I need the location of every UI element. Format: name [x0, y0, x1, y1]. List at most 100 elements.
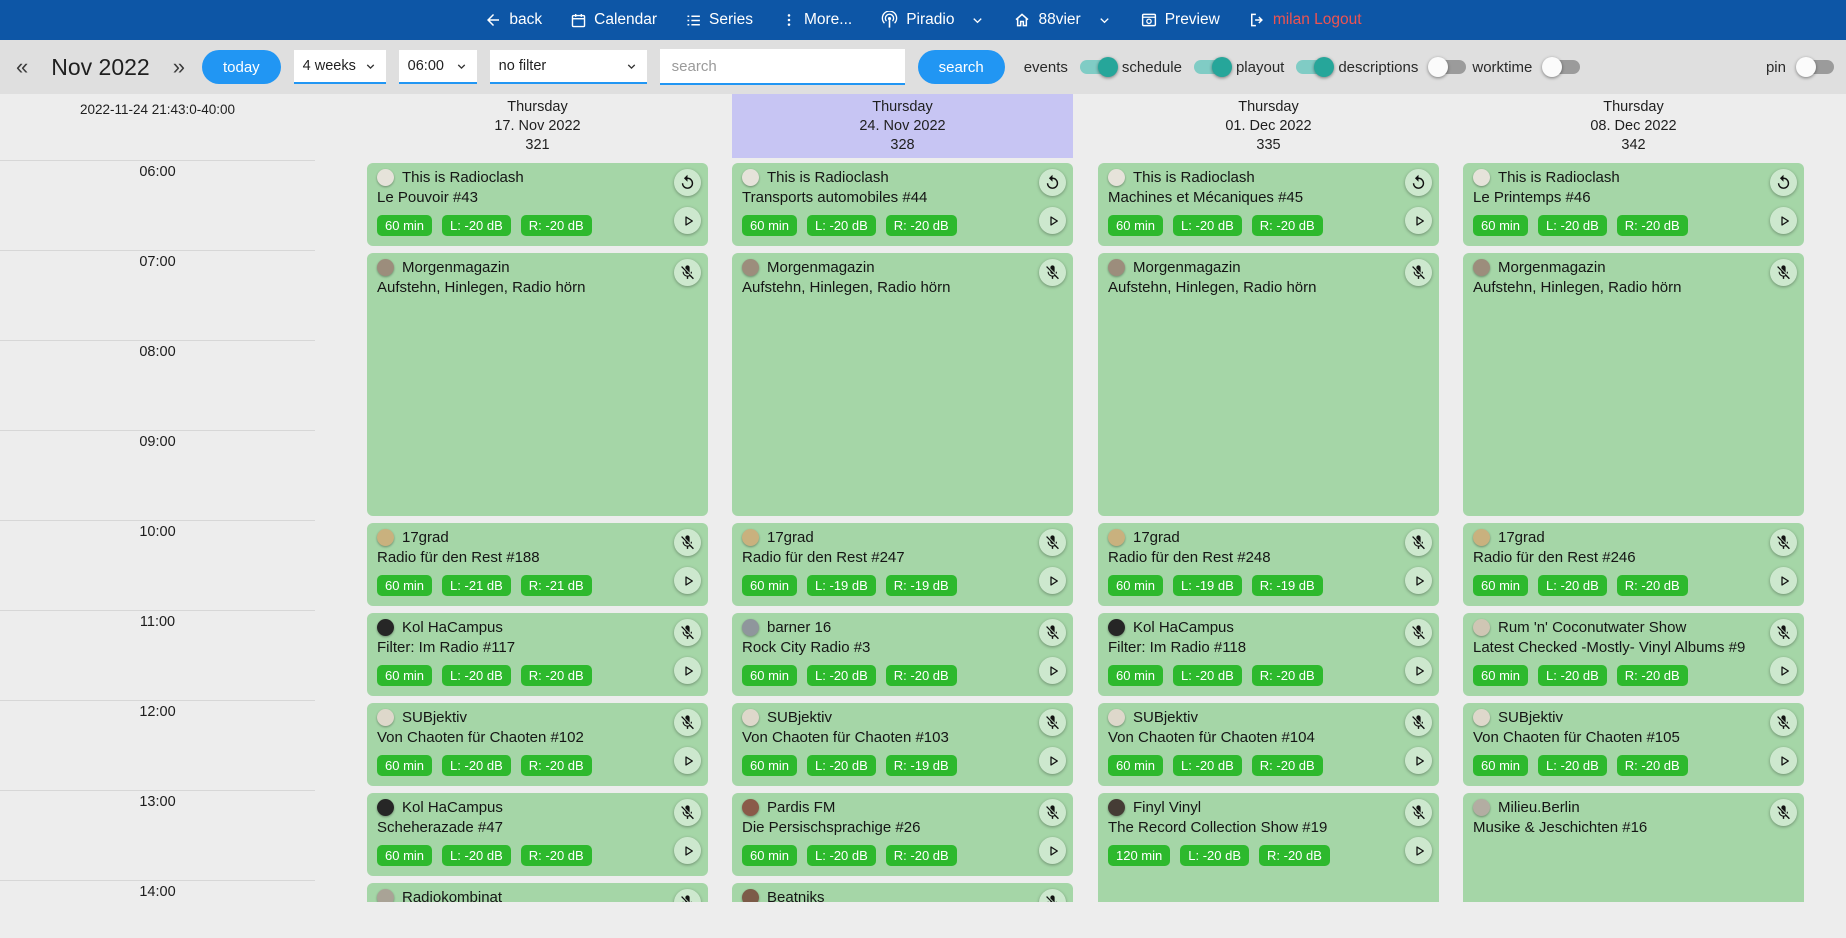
- event-card[interactable]: Beatniks: [732, 883, 1073, 902]
- play-button[interactable]: [1039, 657, 1066, 684]
- mic-off-button[interactable]: [1039, 259, 1066, 286]
- mic-off-button[interactable]: [1770, 529, 1797, 556]
- replay-button[interactable]: [1039, 169, 1066, 196]
- prev-period-button[interactable]: «: [16, 54, 29, 79]
- event-card[interactable]: barner 16 Rock City Radio #3 60 min L: -20 …: [732, 613, 1073, 696]
- play-button[interactable]: [674, 567, 701, 594]
- event-card[interactable]: Morgenmagazin Aufstehn, Hinlegen, Radio h…: [1098, 253, 1439, 516]
- start-time-select[interactable]: 06:00: [398, 50, 477, 84]
- filter-select[interactable]: no filter: [489, 50, 647, 84]
- event-card[interactable]: SUBjektiv Von Chaoten für Chaoten #102 60 …: [367, 703, 708, 786]
- nav-piradio[interactable]: Piradio: [880, 10, 954, 30]
- search-button[interactable]: search: [917, 50, 1005, 84]
- play-button[interactable]: [674, 657, 701, 684]
- event-card[interactable]: 17grad Radio für den Rest #188 60 min L: -2…: [367, 523, 708, 606]
- mic-off-button[interactable]: [1405, 529, 1432, 556]
- mic-off-button[interactable]: [1039, 799, 1066, 826]
- toggle-playout[interactable]: [1296, 57, 1335, 77]
- mic-off-button[interactable]: [1405, 619, 1432, 646]
- toggle-events[interactable]: [1079, 57, 1118, 77]
- today-button[interactable]: today: [201, 50, 281, 84]
- replay-button[interactable]: [674, 169, 701, 196]
- chevron-down-icon[interactable]: [970, 13, 985, 28]
- event-card[interactable]: SUBjektiv Von Chaoten für Chaoten #104 60 …: [1098, 703, 1439, 786]
- event-card[interactable]: 17grad Radio für den Rest #248 60 min L: -1…: [1098, 523, 1439, 606]
- event-card[interactable]: 17grad Radio für den Rest #247 60 min L: -1…: [732, 523, 1073, 606]
- event-card[interactable]: Morgenmagazin Aufstehn, Hinlegen, Radio h…: [1463, 253, 1804, 516]
- event-card[interactable]: Kol HaCampus Scheherazade #47 60 min L: -20…: [367, 793, 708, 876]
- replay-button[interactable]: [1405, 169, 1432, 196]
- replay-button[interactable]: [1770, 169, 1797, 196]
- play-button[interactable]: [674, 207, 701, 234]
- mic-off-button[interactable]: [674, 709, 701, 736]
- mic-off-button[interactable]: [1770, 619, 1797, 646]
- play-button[interactable]: [1039, 207, 1066, 234]
- mic-off-button[interactable]: [1405, 709, 1432, 736]
- back-button[interactable]: back: [484, 11, 542, 29]
- nav-station[interactable]: 88vier: [1013, 11, 1081, 29]
- chevron-down-icon[interactable]: [1097, 13, 1112, 28]
- event-card[interactable]: SUBjektiv Von Chaoten für Chaoten #105 60 …: [1463, 703, 1804, 786]
- nav-calendar[interactable]: Calendar: [570, 11, 657, 29]
- mic-off-button[interactable]: [1039, 889, 1066, 902]
- play-button[interactable]: [1405, 657, 1432, 684]
- play-button[interactable]: [1039, 567, 1066, 594]
- mic-off-button[interactable]: [1770, 259, 1797, 286]
- play-button[interactable]: [1770, 567, 1797, 594]
- column-header[interactable]: Thursday 08. Dec 2022 342: [1463, 94, 1804, 158]
- event-card[interactable]: Milieu.Berlin Musike & Jeschichten #16: [1463, 793, 1804, 902]
- mic-off-button[interactable]: [674, 889, 701, 902]
- event-card[interactable]: SUBjektiv Von Chaoten für Chaoten #103 60 …: [732, 703, 1073, 786]
- preview-button[interactable]: Preview: [1140, 11, 1220, 29]
- range-select[interactable]: 4 weeks: [293, 50, 386, 84]
- play-button[interactable]: [1770, 207, 1797, 234]
- event-card[interactable]: Rum 'n' Coconutwater Show Latest Checked …: [1463, 613, 1804, 696]
- mic-off-button[interactable]: [674, 259, 701, 286]
- logout-button[interactable]: milan Logout: [1248, 11, 1362, 29]
- event-card[interactable]: 17grad Radio für den Rest #246 60 min L: -2…: [1463, 523, 1804, 606]
- toggle-descriptions[interactable]: [1428, 57, 1467, 77]
- event-card[interactable]: This is Radioclash Le Printemps #46 60 min…: [1463, 163, 1804, 246]
- mic-off-icon: [1046, 895, 1057, 902]
- toggle-schedule[interactable]: [1193, 57, 1232, 77]
- play-button[interactable]: [1405, 747, 1432, 774]
- toggle-pin[interactable]: [1796, 57, 1834, 77]
- column-header[interactable]: Thursday 24. Nov 2022 328: [732, 94, 1073, 158]
- mic-off-button[interactable]: [1405, 259, 1432, 286]
- mic-off-button[interactable]: [674, 619, 701, 646]
- toggle-worktime[interactable]: [1542, 57, 1581, 77]
- event-card[interactable]: This is Radioclash Transports automobiles…: [732, 163, 1073, 246]
- search-input[interactable]: [659, 49, 905, 85]
- event-card[interactable]: Pardis FM Die Persischsprachige #26 60 min…: [732, 793, 1073, 876]
- event-card[interactable]: Kol HaCampus Filter: Im Radio #118 60 min L…: [1098, 613, 1439, 696]
- play-button[interactable]: [674, 747, 701, 774]
- mic-off-button[interactable]: [1770, 709, 1797, 736]
- play-button[interactable]: [1039, 747, 1066, 774]
- play-button[interactable]: [674, 837, 701, 864]
- event-card[interactable]: This is Radioclash Le Pouvoir #43 60 min L:…: [367, 163, 708, 246]
- mic-off-button[interactable]: [674, 799, 701, 826]
- mic-off-button[interactable]: [674, 529, 701, 556]
- play-button[interactable]: [1770, 657, 1797, 684]
- mic-off-button[interactable]: [1770, 799, 1797, 826]
- play-button[interactable]: [1405, 567, 1432, 594]
- event-card[interactable]: This is Radioclash Machines et Mécaniques…: [1098, 163, 1439, 246]
- play-button[interactable]: [1770, 747, 1797, 774]
- event-card[interactable]: Finyl Vinyl The Record Collection Show #1…: [1098, 793, 1439, 902]
- play-button[interactable]: [1405, 207, 1432, 234]
- event-card[interactable]: Morgenmagazin Aufstehn, Hinlegen, Radio h…: [732, 253, 1073, 516]
- mic-off-button[interactable]: [1039, 619, 1066, 646]
- mic-off-button[interactable]: [1039, 529, 1066, 556]
- event-card[interactable]: Morgenmagazin Aufstehn, Hinlegen, Radio h…: [367, 253, 708, 516]
- event-card[interactable]: Radiokombinat: [367, 883, 708, 902]
- nav-series[interactable]: Series: [685, 11, 753, 29]
- play-button[interactable]: [1405, 837, 1432, 864]
- mic-off-button[interactable]: [1405, 799, 1432, 826]
- column-header[interactable]: Thursday 17. Nov 2022 321: [367, 94, 708, 158]
- next-period-button[interactable]: »: [172, 54, 185, 79]
- column-header[interactable]: Thursday 01. Dec 2022 335: [1098, 94, 1439, 158]
- play-button[interactable]: [1039, 837, 1066, 864]
- nav-more[interactable]: More...: [781, 11, 852, 29]
- mic-off-button[interactable]: [1039, 709, 1066, 736]
- event-card[interactable]: Kol HaCampus Filter: Im Radio #117 60 min L…: [367, 613, 708, 696]
